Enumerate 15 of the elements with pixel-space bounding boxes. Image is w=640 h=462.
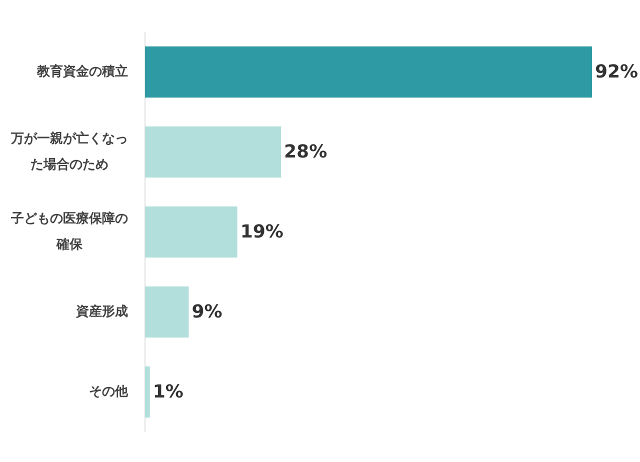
y-tick-label: 教育資金の積立 (36, 64, 128, 80)
y-tick-label: 子どもの医療保障の確保 (10, 210, 128, 252)
data-label: 92% (595, 62, 638, 82)
bar (145, 366, 150, 418)
bar (145, 46, 592, 98)
y-tick-label: その他 (89, 384, 129, 400)
y-tick-label: 万が一親が亡くなった場合のため (10, 130, 128, 172)
bar (145, 206, 238, 258)
bar (145, 126, 282, 178)
data-label: 1% (152, 382, 184, 402)
data-label: 9% (192, 302, 222, 322)
data-label: 28% (284, 142, 328, 162)
bar (145, 286, 189, 338)
data-label: 19% (240, 222, 284, 242)
y-tick-label: 資産形成 (75, 304, 128, 320)
